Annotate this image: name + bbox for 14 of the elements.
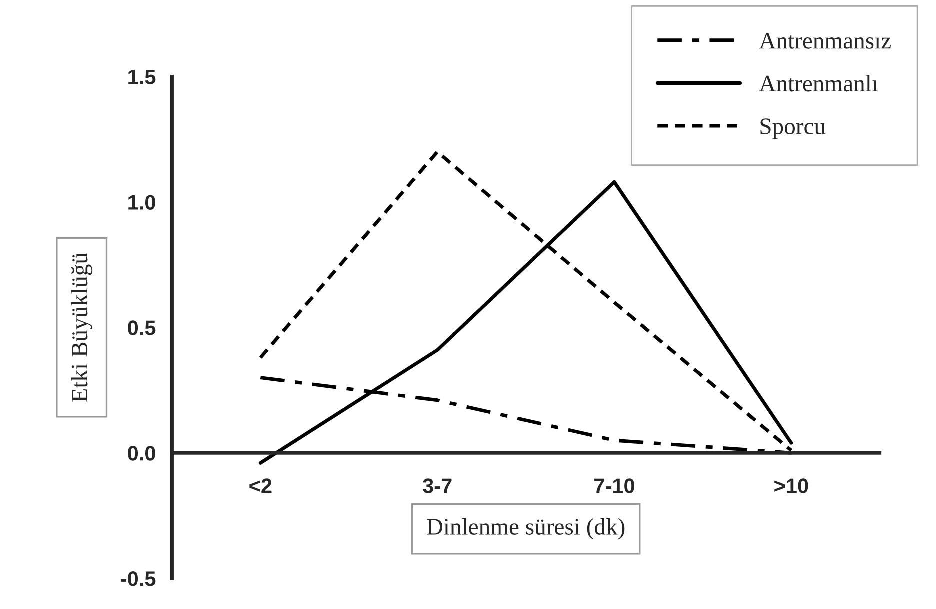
x-tick-label: <2: [250, 478, 272, 494]
y-tick-label: 0.0: [128, 446, 156, 461]
y-tick-label: -0.5: [121, 572, 156, 586]
legend-label: Antrenmansız: [759, 33, 891, 49]
x-tick-label: 7-10: [594, 478, 634, 494]
y-tick-label: 1.0: [128, 195, 156, 210]
y-tick-label: 0.5: [128, 320, 156, 336]
x-tick-label: >10: [774, 478, 808, 494]
y-axis-title: Etki Büyüklüğü: [71, 252, 93, 402]
legend-label: Antrenmanlı: [759, 75, 878, 92]
x-axis-title: Dinlenme süresi (dk): [427, 518, 625, 540]
x-tick-label: 3-7: [423, 478, 452, 494]
legend-label: Sporcu: [760, 118, 826, 140]
y-tick-label: 1.5: [128, 70, 156, 84]
